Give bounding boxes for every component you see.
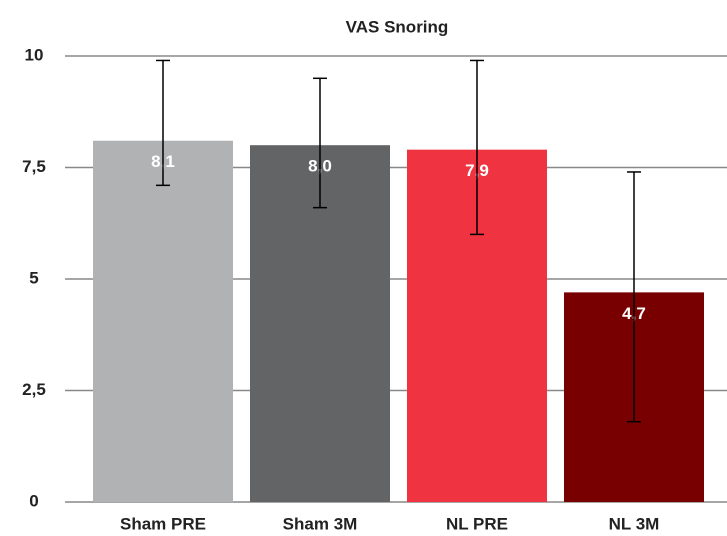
y-tick-label: 5 (29, 268, 38, 287)
x-tick-label: Sham 3M (283, 514, 358, 533)
x-tick-label: NL PRE (446, 514, 508, 533)
y-tick-label: 10 (25, 45, 44, 64)
y-tick-label: 0 (29, 491, 38, 510)
bar (93, 140, 233, 503)
x-tick-label: Sham PRE (120, 514, 206, 533)
y-tick-label: 2,5 (22, 380, 46, 399)
y-tick-label: 7,5 (22, 157, 46, 176)
x-tick-label: NL 3M (609, 514, 660, 533)
chart-title: VAS Snoring (346, 17, 449, 36)
